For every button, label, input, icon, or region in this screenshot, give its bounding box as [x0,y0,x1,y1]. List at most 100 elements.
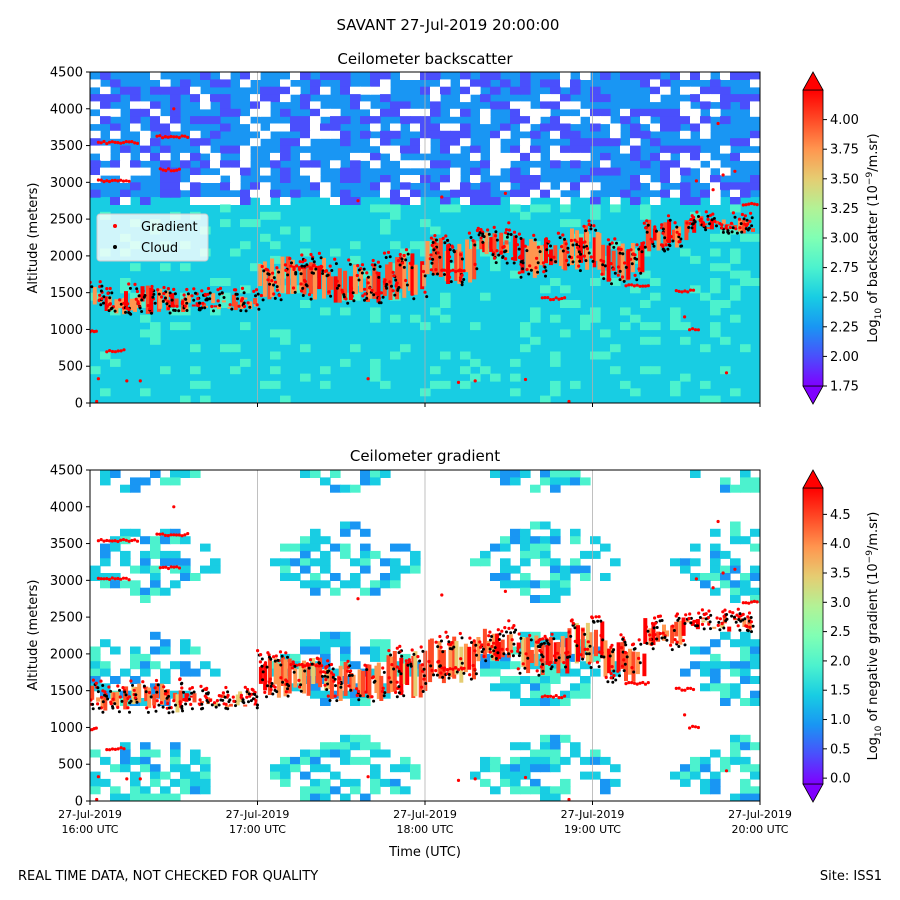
gradient-marker [105,577,109,581]
gradient-marker [158,532,162,536]
cloud-marker [230,307,234,311]
colorbar-tick-label: 3.75 [830,143,859,158]
cloud-marker [100,284,104,288]
cloud-marker [633,256,637,260]
gradient-marker [315,656,319,660]
backscatter-heatmap [90,72,760,403]
gradient-markers [90,505,759,801]
gradient-marker [556,231,561,235]
gradient-marker [364,690,368,694]
cloud-marker [373,263,377,267]
cloud-marker [293,290,297,294]
gradient-marker [161,168,165,172]
gradient-marker [616,265,621,269]
gradient-marker [347,684,351,688]
gradient-marker [110,349,115,354]
gradient-marker [616,669,620,673]
gradient-marker [539,658,543,662]
cloud-marker [443,273,446,276]
cloud-marker [533,238,537,242]
cloud-marker [435,238,438,242]
gradient-marker [728,610,732,614]
cloud-marker [677,616,681,620]
cloud-marker [412,297,416,301]
gradient-marker [96,702,100,706]
gradient-marker [482,654,486,659]
gradient-marker [363,292,367,296]
gradient-marker [683,713,687,717]
gradient-marker [422,677,426,681]
cloud-marker [157,703,161,707]
cloud-marker [581,657,585,661]
cloud-marker [697,215,700,218]
cloud-marker [706,214,710,218]
cloud-marker [578,269,582,273]
cloud-marker [290,261,293,265]
gradient-marker [561,233,565,237]
gradient-marker [365,271,369,275]
gradient-marker [183,304,187,308]
cloud-marker [265,695,268,699]
cloud-marker [372,267,376,271]
gradient-marker [653,225,657,229]
gradient-marker [674,289,678,293]
cloud-marker [138,306,142,310]
cloud-marker [747,226,751,230]
gradient-marker [585,247,590,251]
gradient-marker [356,199,360,203]
gradient-marker [445,635,449,639]
gradient-marker [166,566,171,571]
gradient-marker [110,576,114,580]
gradient-marker [547,240,551,244]
cloud-marker [164,296,167,300]
cloud-marker [256,703,259,707]
cloud-marker [198,306,201,310]
cloud-marker [429,664,433,668]
gradient-marker [328,264,332,268]
gradient-marker [554,694,558,698]
gradient-marker [391,270,395,274]
cloud-marker [519,237,523,240]
gradient-marker [747,601,751,605]
cloud-marker [501,256,505,259]
gradient-marker [735,613,739,617]
gradient-marker [669,643,673,647]
cloud-marker [273,659,277,663]
gradient-marker [188,687,192,691]
cloud-marker [582,245,586,249]
cloud-marker [185,301,189,305]
gradient-marker [721,610,725,614]
gradient-marker [98,280,102,284]
gradient-marker [691,327,695,331]
gradient-marker [597,615,601,619]
gradient-marker [289,662,293,667]
gradient-marker [297,663,301,667]
gradient-marker [711,586,715,590]
gradient-marker [573,238,577,242]
cloud-marker [544,274,547,278]
cloud-marker [512,261,516,265]
gradient-marker [607,650,611,654]
gradient-marker [691,687,696,692]
y-tick-label: 1500 [50,286,83,301]
gradient-marker [323,269,327,273]
gradient-marker [671,624,675,628]
gradient-marker [169,169,173,173]
cloud-marker [632,670,636,674]
cloud-marker [569,634,573,638]
gradient-marker [423,290,427,294]
cloud-marker [185,309,189,312]
cloud-marker [150,311,153,315]
cloud-marker [540,653,544,657]
cloud-marker [167,706,171,710]
gradient-marker [479,236,483,240]
colorbar-tick-label: 2.75 [830,261,859,276]
cloud-marker [366,275,370,279]
cloud-marker [157,292,161,296]
gradient-marker [586,647,590,651]
gradient-marker [749,211,753,215]
y-tick-label: 4500 [50,66,83,81]
cloud-marker [447,673,451,676]
gradient-marker [356,689,361,694]
cloud-marker [269,684,273,688]
